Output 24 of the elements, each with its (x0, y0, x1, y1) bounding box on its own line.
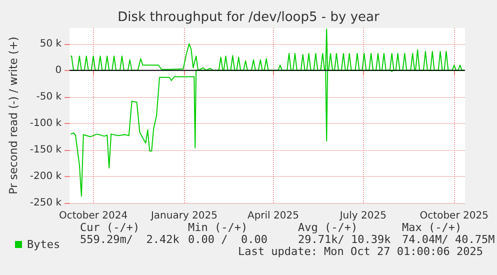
chart-title: Disk throughput for /dev/loop5 - by year (118, 10, 380, 25)
x-tick-label: October 2025 (420, 210, 488, 222)
y-tick-label: -150 k (30, 144, 62, 156)
text: Avg (-/+) (298, 221, 358, 234)
text: Max (-/+) (402, 221, 462, 234)
y-tick-label: -50 k (36, 91, 62, 102)
text: 29.71k/ 10.39k (298, 233, 392, 246)
text: 74.04M/ 40.75M (402, 233, 496, 246)
x-tick-label: April 2025 (247, 210, 299, 222)
legend-label: Bytes (27, 238, 60, 251)
y-tick-label: -100 k (30, 118, 62, 129)
text: 0.00 / 0.00 (188, 233, 268, 246)
y-tick-label: 0 (55, 64, 62, 76)
y-tick-label: 50 k (40, 38, 62, 50)
text: Cur (-/+) (80, 221, 140, 234)
x-tick-label: October 2024 (58, 210, 128, 222)
y-tick-label: -250 k (30, 198, 62, 208)
text: 559.29m/ 2.42k (80, 233, 180, 246)
text: Min (-/+) (188, 221, 248, 234)
text: Last update: Mon Oct 27 01:00:06 2025 (238, 245, 484, 258)
y-axis-title: Pr second read (-) / write (+) (7, 36, 20, 194)
x-tick-label: January 2025 (150, 210, 218, 222)
x-tick-label: July 2025 (338, 210, 386, 222)
y-tick-label: -200 k (30, 170, 62, 182)
